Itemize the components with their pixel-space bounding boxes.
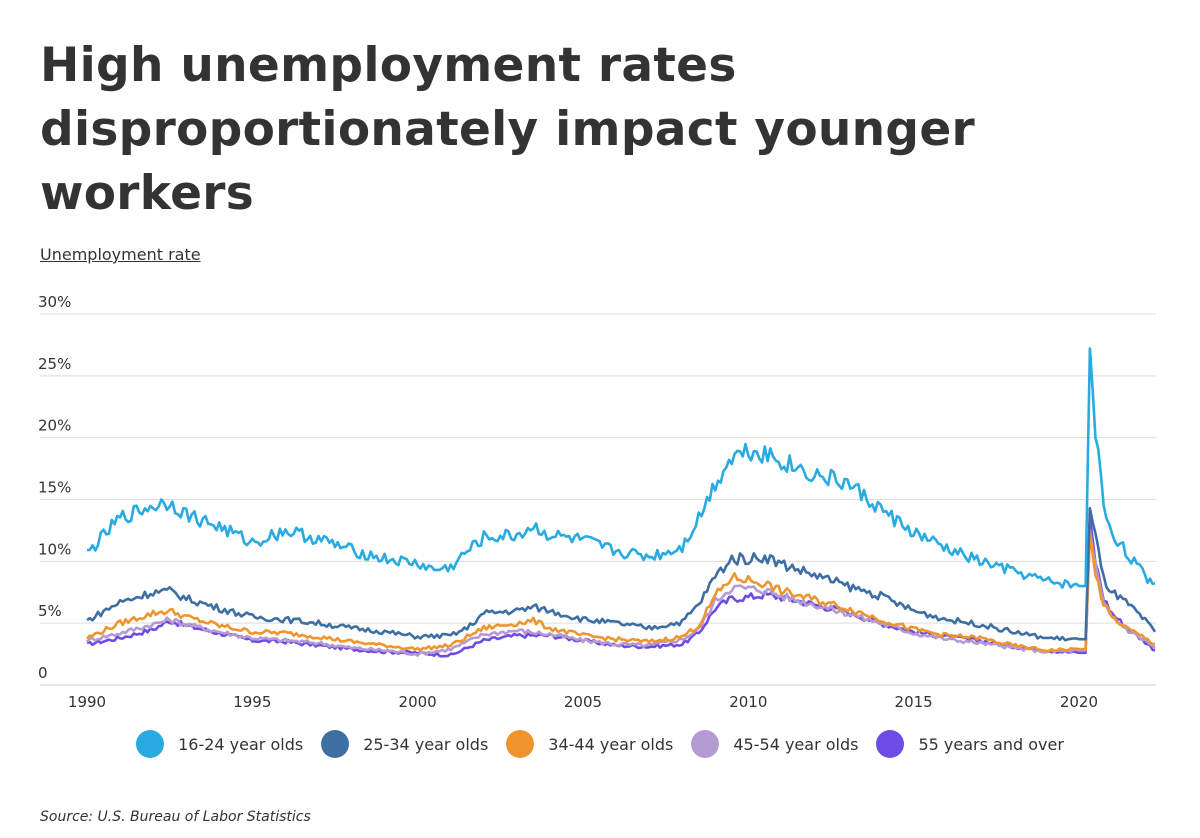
legend-swatch: [691, 730, 720, 758]
series-line-25-34-year-olds: [86, 506, 1157, 642]
x-tick-label: 2005: [564, 693, 602, 711]
legend: 16-24 year olds 25-34 year olds 34-44 year…: [0, 730, 1200, 758]
legend-item: 16-24 year olds: [136, 730, 303, 758]
x-tick-labels: 1990 1995 2000 2005 2010 2015 2020: [68, 693, 1098, 711]
legend-label: 25-34 year olds: [363, 734, 489, 754]
x-tick-label: 2010: [729, 693, 767, 711]
legend-label: 55 years and over: [918, 734, 1064, 754]
y-tick-label: 30%: [38, 293, 71, 311]
legend-swatch: [876, 730, 905, 758]
x-tick-label: 1990: [68, 693, 106, 711]
y-tick-label: 0: [38, 664, 48, 682]
series-lines: [85, 347, 1157, 658]
series-line-34-44-year-olds: [86, 532, 1156, 653]
legend-label: 16-24 year olds: [178, 734, 304, 754]
x-tick-label: 2020: [1060, 693, 1098, 711]
source-note: Source: U.S. Bureau of Labor Statistics: [40, 809, 311, 825]
legend-swatch: [506, 730, 535, 758]
y-tick-label: 5%: [38, 602, 62, 620]
legend-label: 34-44 year olds: [548, 734, 674, 754]
series-line-16-24-year-olds: [87, 347, 1156, 589]
legend-item: 25-34 year olds: [321, 730, 488, 758]
legend-swatch: [136, 730, 165, 758]
chart-title: High unemployment rates disproportionate…: [40, 38, 976, 221]
y-tick-label: 20%: [38, 417, 71, 435]
legend-swatch: [321, 730, 350, 758]
y-tick-labels: 0 5% 10% 15% 20% 25% 30%: [38, 293, 71, 682]
y-axis-label: Unemployment rate: [40, 245, 201, 264]
x-tick-label: 2015: [895, 693, 933, 711]
series-line-45-54-year-olds: [85, 529, 1156, 657]
legend-item: 45-54 year olds: [691, 730, 858, 758]
y-tick-label: 15%: [38, 479, 71, 497]
y-tick-label: 25%: [38, 355, 71, 373]
legend-item: 34-44 year olds: [506, 730, 673, 758]
legend-item: 55 years and over: [876, 730, 1064, 758]
legend-label: 45-54 year olds: [733, 734, 859, 754]
x-tick-label: 2000: [399, 693, 437, 711]
y-tick-label: 10%: [38, 540, 71, 558]
x-tick-label: 1995: [233, 693, 271, 711]
